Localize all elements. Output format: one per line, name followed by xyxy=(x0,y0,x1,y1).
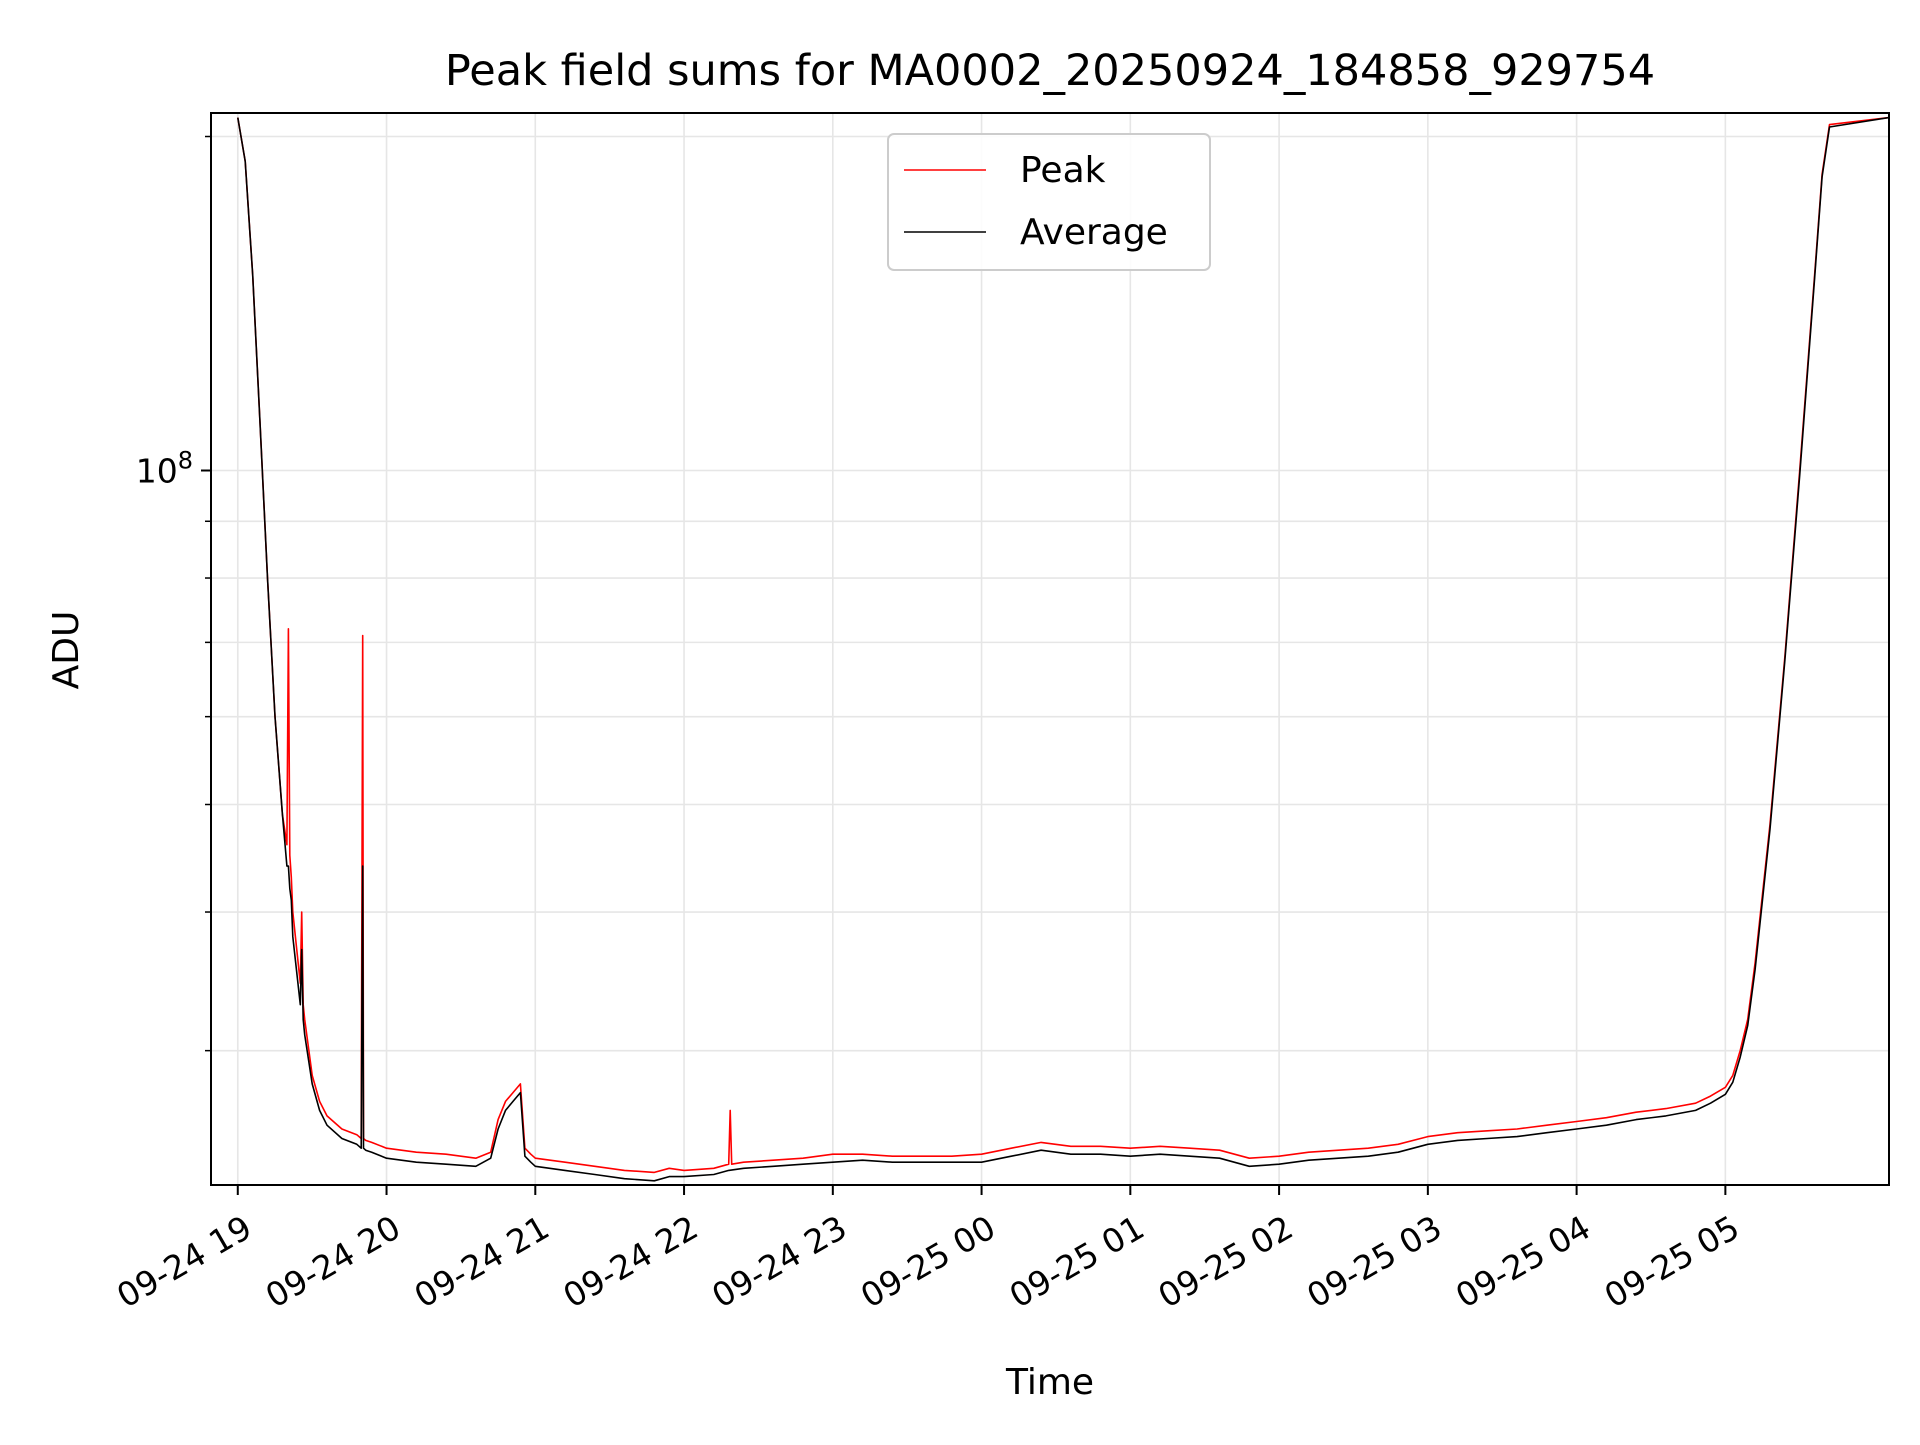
legend-label-average: Average xyxy=(1020,212,1168,253)
series-line-peak xyxy=(237,116,1889,1174)
plot-frame xyxy=(210,112,1890,1186)
x-axis-label: Time xyxy=(1005,1362,1094,1403)
legend: Peak Average xyxy=(887,133,1211,271)
legend-box xyxy=(887,133,1211,271)
y-axis-label: ADU xyxy=(46,611,87,690)
legend-label-peak: Peak xyxy=(1020,150,1106,191)
series-line-average xyxy=(237,116,1889,1182)
grid-lines xyxy=(211,113,1889,1185)
chart-title: Peak field sums for MA0002_20250924_1848… xyxy=(445,46,1655,96)
series-lines xyxy=(237,116,1889,1182)
y-tick-label: 108 xyxy=(136,447,193,491)
